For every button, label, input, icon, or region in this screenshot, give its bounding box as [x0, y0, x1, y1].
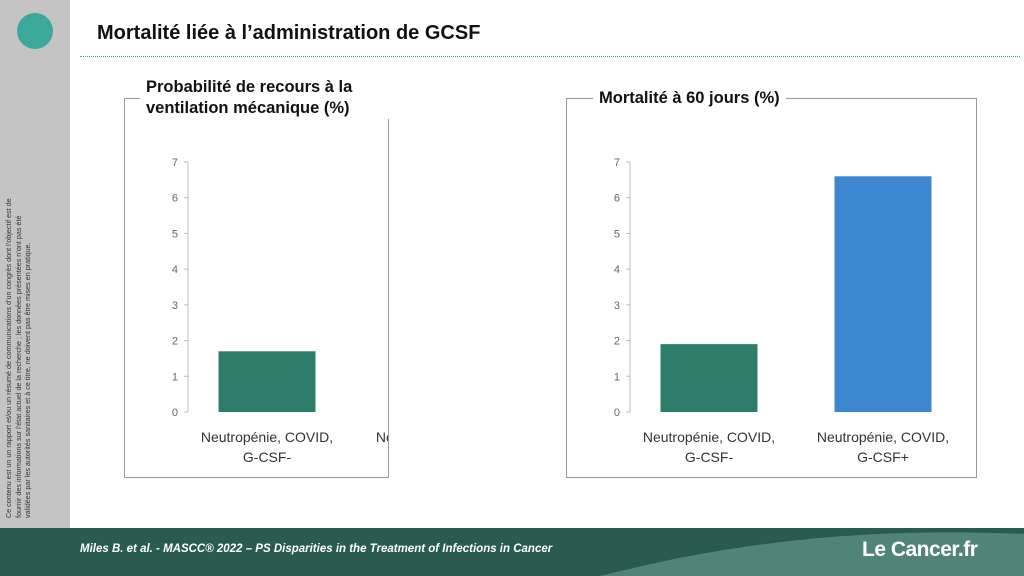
x-category-label: G-CSF- [243, 449, 292, 465]
y-tick-label: 3 [614, 300, 620, 312]
y-tick-label: 7 [614, 157, 620, 169]
y-tick-label: 3 [172, 300, 178, 312]
y-tick-label: 5 [614, 228, 620, 240]
footer-reference: Miles B. et al. - MASCC® 2022 – PS Dispa… [80, 543, 553, 555]
y-tick-label: 2 [172, 336, 178, 348]
chart-mortality: 0 1 2 3 4 5 6 7 Neutropénie, COVID, G-CSF- Neutrop… [614, 157, 949, 465]
chart-panel-ventilation: 0 1 2 3 4 5 6 7 Neutropénie, COVID, G-CSF- Neutrop… [124, 98, 508, 478]
left-sidebar [0, 0, 70, 528]
brand-dot-icon [17, 13, 53, 49]
chart-title-mortality: Mortalité à 60 jours (%) [593, 88, 786, 109]
footer-bar [0, 528, 1024, 576]
y-tick-label: 1 [172, 371, 178, 383]
chart-ventilation: 0 1 2 3 4 5 6 7 Neutropénie, COVID, G-CSF- Neutrop… [172, 157, 508, 465]
bar-1 [660, 344, 758, 412]
chart-title-ventilation: Probabilité de recours à la ventilation … [140, 77, 392, 119]
page-title: Mortalité liée à l’administration de GCS… [97, 22, 481, 44]
y-tick-label: 7 [172, 157, 178, 169]
y-tick-label: 1 [614, 371, 620, 383]
brand-logo: Le Cancer.fr [862, 538, 978, 561]
disclaimer-text: Ce contenu est un un rapport et/ou un ré… [4, 198, 32, 518]
x-category-label: Neutropénie, COVID, [643, 429, 775, 445]
y-tick-label: 2 [614, 336, 620, 348]
x-category-label: Neutropénie, COVID, [817, 429, 949, 445]
y-tick-label: 0 [172, 407, 178, 419]
chart-panel-mortality: 0 1 2 3 4 5 6 7 Neutropénie, COVID, G-CSF- Neutrop… [566, 98, 977, 478]
footer-wave-decoration [600, 532, 1024, 576]
y-tick-label: 0 [614, 407, 620, 419]
title-divider [80, 56, 1020, 57]
y-tick-label: 6 [172, 193, 178, 205]
x-category-label: G-CSF+ [857, 449, 909, 465]
x-category-label: Neutropénie, COVID, [201, 429, 333, 445]
y-tick-label: 4 [614, 264, 620, 276]
y-tick-label: 5 [172, 228, 178, 240]
x-category-label: G-CSF- [685, 449, 734, 465]
y-tick-label: 4 [172, 264, 178, 276]
bar-2 [834, 176, 932, 412]
bar-1 [218, 351, 316, 412]
x-category-label: Neutropénie, COVID, [376, 429, 388, 445]
y-tick-label: 6 [614, 193, 620, 205]
